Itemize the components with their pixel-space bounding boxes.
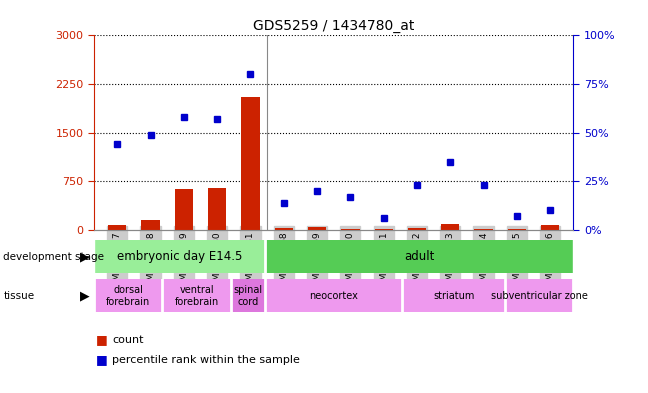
Bar (402, 279, 505, 312)
Bar (241, 97, 260, 230)
Text: striatum: striatum (433, 291, 474, 301)
Bar (163, 279, 231, 312)
Bar (208, 188, 226, 230)
Text: percentile rank within the sample: percentile rank within the sample (112, 354, 300, 365)
Bar (141, 220, 159, 230)
Text: spinal
cord: spinal cord (233, 285, 262, 307)
Text: count: count (112, 335, 144, 345)
Text: development stage: development stage (3, 252, 104, 262)
Bar (505, 279, 573, 312)
Bar (94, 240, 265, 273)
Text: subventricular zone: subventricular zone (491, 291, 588, 301)
Text: tissue: tissue (3, 291, 34, 301)
Bar (265, 279, 402, 312)
Bar (231, 279, 265, 312)
Bar (175, 189, 193, 230)
Text: ventral
forebrain: ventral forebrain (174, 285, 219, 307)
Text: dorsal
forebrain: dorsal forebrain (106, 285, 150, 307)
Text: embryonic day E14.5: embryonic day E14.5 (117, 250, 242, 263)
Bar (275, 228, 293, 230)
Bar (441, 224, 459, 230)
Bar (375, 229, 393, 230)
Bar (341, 229, 360, 230)
Text: ▶: ▶ (80, 289, 89, 303)
Text: ■: ■ (96, 353, 108, 366)
Text: ▶: ▶ (80, 250, 89, 263)
Title: GDS5259 / 1434780_at: GDS5259 / 1434780_at (253, 19, 415, 33)
Text: neocortex: neocortex (309, 291, 358, 301)
Text: ■: ■ (96, 333, 108, 347)
Bar (308, 227, 326, 230)
Bar (265, 240, 573, 273)
Bar (408, 228, 426, 230)
Bar (108, 225, 126, 230)
Bar (474, 229, 492, 230)
Bar (94, 279, 163, 312)
Text: adult: adult (404, 250, 435, 263)
Bar (541, 225, 559, 230)
